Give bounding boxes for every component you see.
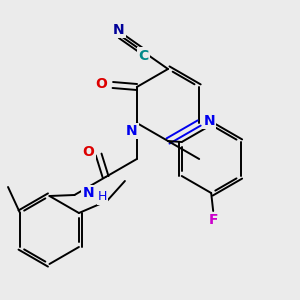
Text: H: H xyxy=(98,190,107,203)
Text: O: O xyxy=(83,146,94,160)
Text: N: N xyxy=(126,124,138,138)
Text: O: O xyxy=(95,77,107,91)
Text: N: N xyxy=(83,186,94,200)
Text: N: N xyxy=(203,114,215,128)
Text: F: F xyxy=(208,213,218,227)
Text: N: N xyxy=(113,23,124,37)
Text: C: C xyxy=(139,49,149,63)
